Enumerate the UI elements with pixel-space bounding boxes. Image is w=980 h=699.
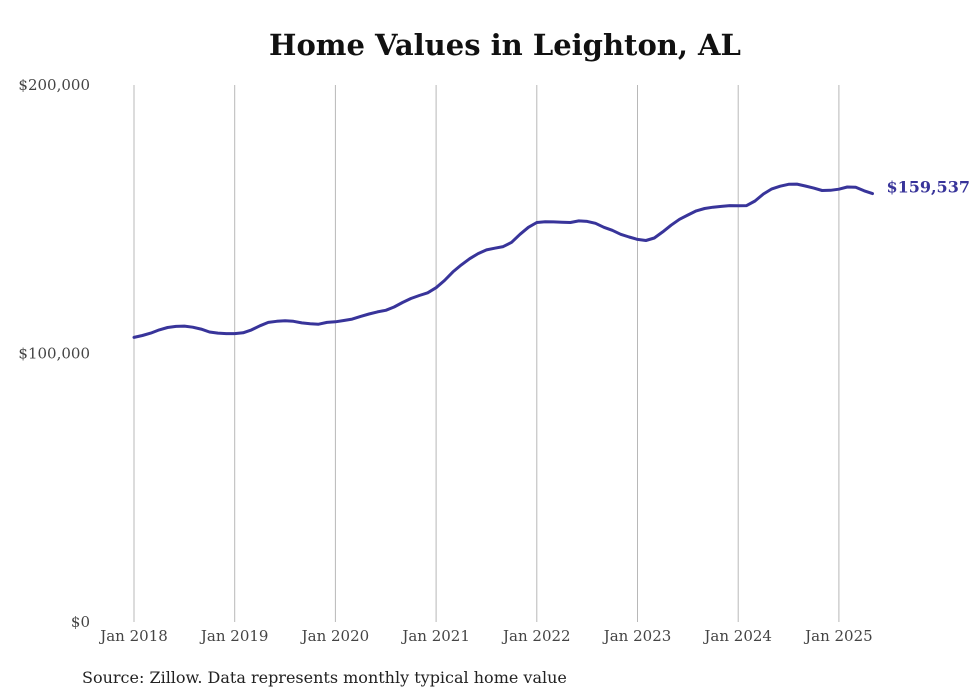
x-tick-label: Jan 2019	[199, 627, 269, 645]
series-line	[132, 182, 874, 339]
x-tick-label: Jan 2021	[400, 627, 470, 645]
y-tick-label: $100,000	[18, 345, 90, 363]
y-tick-label: $0	[71, 613, 90, 631]
gridlines	[133, 85, 840, 622]
end-value-label-layer: $159,537	[886, 178, 970, 197]
end-value-label: $159,537	[886, 178, 970, 197]
x-tick-label: Jan 2023	[602, 627, 672, 645]
source-note: Source: Zillow. Data represents monthly …	[82, 668, 567, 687]
y-axis-tick-labels: $0 $100,000 $200,000	[18, 76, 90, 631]
chart-title: Home Values in Leighton, AL	[269, 28, 741, 62]
x-tick-label: Jan 2020	[300, 627, 370, 645]
y-tick-label: $200,000	[18, 76, 90, 94]
x-axis-tick-labels: Jan 2018 Jan 2019 Jan 2020 Jan 2021 Jan 2022…	[98, 627, 872, 645]
x-tick-label: Jan 2022	[501, 627, 571, 645]
x-tick-label: Jan 2025	[803, 627, 873, 645]
x-tick-label: Jan 2018	[98, 627, 168, 645]
x-tick-label: Jan 2024	[702, 627, 772, 645]
series-layer	[132, 182, 874, 339]
